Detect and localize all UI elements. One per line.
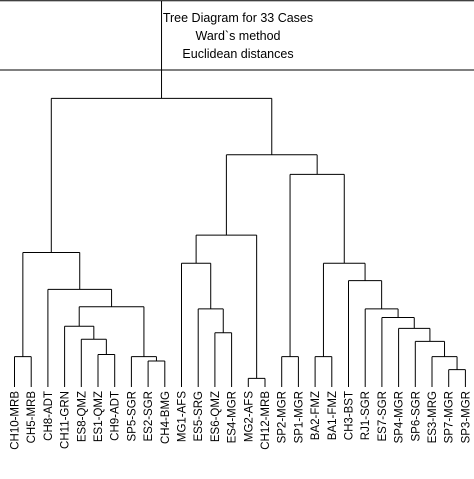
leaf-label: SP4-MGR <box>394 391 406 443</box>
leaf-label: ES4-MGR <box>227 391 239 443</box>
leaf-label: ES5-SRG <box>193 391 205 442</box>
leaf-label: SP1-MGR <box>293 391 305 443</box>
leaf-label: SP3-MGR <box>460 391 472 443</box>
leaf-label: CH3-BST <box>344 391 356 440</box>
chart-subtitle-method: Ward`s method <box>196 29 281 43</box>
chart-subtitle-distance: Euclidean distances <box>182 47 293 61</box>
leaf-label: CH11-GRN <box>60 391 72 449</box>
leaf-label: SP2-MGR <box>277 391 289 443</box>
chart-title: Tree Diagram for 33 Cases <box>163 11 313 25</box>
leaf-label: CH9-ADT <box>110 391 122 441</box>
leaf-label: ES7-SGR <box>377 391 389 442</box>
leaf-label: RJ1-SGR <box>360 391 372 440</box>
leaf-label: CH12-MRB <box>260 391 272 450</box>
leaf-label: CH8-ADT <box>43 391 55 441</box>
leaf-label: SP7-MGR <box>444 391 456 443</box>
leaf-label: ES6-QMZ <box>210 391 222 442</box>
leaf-label: BA2-FMZ <box>310 391 322 440</box>
leaf-label: ES1-QMZ <box>93 391 105 442</box>
leaf-label: ES3-MRG <box>427 391 439 443</box>
leaf-label: CH4-BMG <box>160 391 172 444</box>
leaf-label: ES2-SGR <box>143 391 155 442</box>
leaf-label: ES8-QMZ <box>76 391 88 442</box>
leaf-label: BA1-FMZ <box>327 391 339 440</box>
leaf-label: MG2-AFS <box>243 391 255 442</box>
leaf-label: SP6-SGR <box>410 391 422 442</box>
leaf-label: MG1-AFS <box>177 391 189 442</box>
leaf-label: SP5-SGR <box>126 391 138 442</box>
leaf-label: CH10-MRB <box>10 391 22 450</box>
leaf-label: CH5-MRB <box>26 391 38 444</box>
